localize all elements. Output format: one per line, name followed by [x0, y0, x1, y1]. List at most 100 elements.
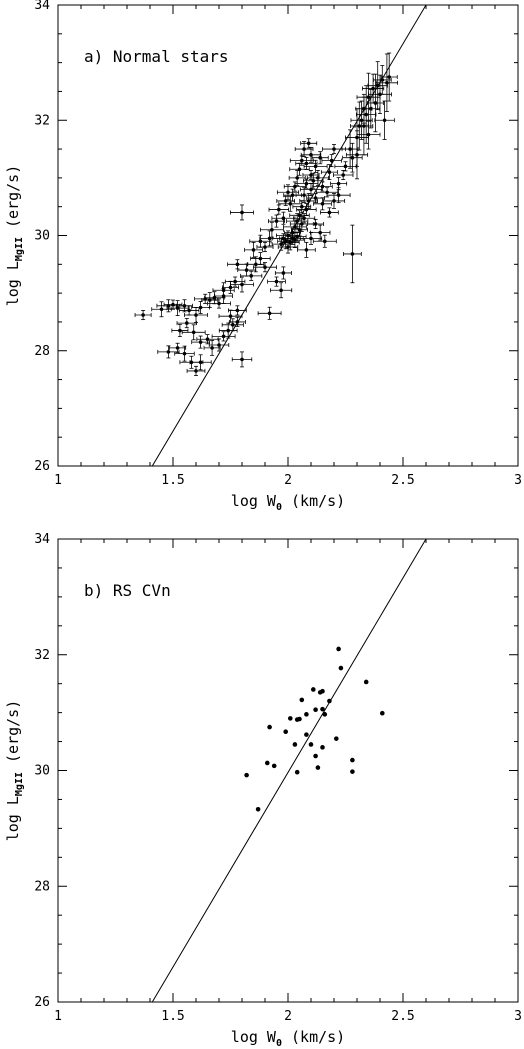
data-point: [230, 204, 254, 221]
y-tick-label: 32: [34, 113, 50, 128]
data-point: [320, 164, 338, 181]
data-point: [316, 187, 339, 198]
data-point: [169, 342, 187, 353]
data-point: [356, 72, 381, 122]
plot-frame: [57, 538, 519, 1003]
data-point: [265, 760, 270, 766]
data-point: [380, 710, 385, 716]
y-tick-label: 28: [34, 344, 50, 359]
data-point: [326, 187, 351, 204]
data-point: [297, 716, 302, 722]
data-point: [288, 716, 293, 721]
data-point: [294, 769, 300, 775]
data-point: [312, 181, 333, 192]
data-point: [270, 282, 293, 299]
data-point: [350, 757, 355, 763]
fit-line: [151, 539, 427, 1002]
data-point: [151, 301, 172, 318]
y-axis-title: log LMgII (erg/s): [4, 165, 25, 307]
data-point: [292, 742, 298, 747]
x-axis-title: log W0 (km/s): [231, 492, 345, 513]
y-tick-label: 28: [34, 879, 50, 894]
data-point: [320, 706, 325, 712]
data-point: [299, 697, 305, 703]
x-tick-label: 3: [514, 1009, 522, 1024]
data-point: [307, 218, 325, 229]
data-point: [244, 772, 249, 778]
data-point: [366, 73, 384, 133]
panel-label: a) Normal stars: [84, 47, 229, 66]
data-point: [288, 169, 306, 186]
data-point: [201, 292, 219, 308]
data-point: [207, 298, 231, 309]
data-point: [184, 307, 208, 323]
data-point: [320, 207, 339, 218]
data-point: [312, 234, 337, 248]
data-point: [212, 282, 235, 299]
data-point: [374, 100, 395, 140]
y-tick-label: 32: [34, 648, 50, 663]
data-point: [299, 231, 323, 245]
data-point: [247, 256, 265, 273]
data-point: [300, 146, 322, 163]
y-tick-label: 34: [34, 0, 50, 13]
data-point: [308, 742, 314, 747]
x-tick-label: 2: [284, 1009, 292, 1024]
data-point: [278, 195, 303, 212]
data-point: [320, 688, 325, 694]
x-axis-title: log W0 (km/s): [231, 1028, 345, 1049]
data-point: [313, 707, 318, 713]
data-point: [334, 161, 357, 172]
data-point: [380, 52, 398, 102]
data-point: [299, 182, 323, 196]
data-point: [280, 234, 300, 251]
data-point: [274, 266, 292, 280]
data-point: [304, 712, 309, 717]
data-point: [255, 806, 261, 812]
panel-label: b) RS CVn: [84, 581, 171, 600]
data-point: [322, 712, 328, 717]
data-point: [304, 732, 309, 737]
data-point: [322, 193, 346, 209]
y-axis-title: log LMgII (erg/s): [4, 700, 25, 842]
data-point: [276, 184, 300, 201]
data-point: [338, 665, 344, 671]
data-point: [228, 305, 247, 316]
data-point: [259, 221, 284, 238]
data-point: [166, 300, 189, 316]
data-point: [267, 276, 286, 287]
data-point: [181, 324, 206, 341]
x-tick-label: 2.5: [391, 473, 414, 488]
data-point: [157, 345, 180, 359]
x-tick-label: 2: [284, 473, 292, 488]
y-tick-label: 30: [34, 229, 50, 244]
data-point: [294, 141, 314, 157]
data-point: [211, 331, 236, 342]
data-point: [343, 224, 362, 284]
data-point: [306, 169, 329, 186]
data-point: [283, 729, 289, 735]
data-point: [300, 138, 318, 149]
data-point: [189, 354, 212, 371]
data-point: [302, 169, 320, 181]
data-point: [230, 276, 254, 293]
data-point: [311, 151, 329, 165]
data-point: [176, 318, 197, 329]
x-tick-label: 1: [54, 473, 62, 488]
data-point: [334, 736, 339, 741]
x-tick-label: 1.5: [161, 1009, 184, 1024]
data-point: [372, 65, 392, 95]
data-point: [363, 679, 369, 685]
data-point: [342, 142, 363, 173]
data-point: [354, 96, 374, 156]
data-point: [250, 252, 271, 266]
data-point: [134, 310, 152, 321]
y-tick-label: 26: [34, 995, 50, 1010]
data-point: [271, 763, 277, 769]
data-point: [320, 745, 325, 750]
data-point: [256, 242, 274, 253]
data-point: [271, 211, 296, 225]
data-point: [367, 61, 388, 111]
panel-rs-cvn: 1 1.5 2 2.5 3 26 28 30 32 34 log W0 (km/s) log LMgI…: [4, 532, 522, 1049]
